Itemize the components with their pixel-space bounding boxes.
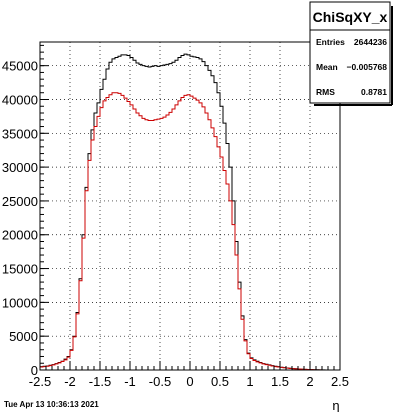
x-tick-label: 2.5	[331, 374, 349, 389]
y-tick-label: 15000	[2, 262, 38, 277]
x-tick-label: -2.5	[29, 374, 51, 389]
stats-mean-value: −0.005768	[347, 62, 388, 72]
series-group	[40, 53, 340, 371]
x-tick-label: -0.5	[149, 374, 171, 389]
stats-rms-label: RMS	[316, 87, 335, 97]
histogram-series-2	[40, 92, 340, 371]
footer-timestamp: Tue Apr 13 10:36:13 2021	[4, 400, 99, 409]
x-tick-label: 1.5	[271, 374, 289, 389]
y-tick-label: 25000	[2, 194, 38, 209]
y-tick-label: 30000	[2, 160, 38, 175]
x-tick-label: 0.5	[211, 374, 229, 389]
stats-box: ChiSqXY_x Entries 2644236 Mean −0.005768…	[309, 1, 393, 106]
x-axis-label: η	[332, 398, 339, 412]
stats-entries-value: 2644236	[354, 37, 387, 47]
axes: -2.5 -2 -1.5 -1 -0.5 0 0.5 1 1.5 2 2.5 0 5000 10000 15…	[2, 44, 349, 389]
x-tick-label: 0	[186, 374, 193, 389]
y-tick-label: 5000	[9, 329, 38, 344]
x-tick-label: -1	[124, 374, 136, 389]
y-tick-label: 35000	[2, 126, 38, 141]
x-tick-label: 2	[306, 374, 313, 389]
y-tick-label: 40000	[2, 92, 38, 107]
y-tick-label: 10000	[2, 295, 38, 310]
x-tick-label: -1.5	[89, 374, 111, 389]
stats-entries-label: Entries	[316, 37, 345, 47]
grid	[40, 42, 340, 370]
stats-rms-value: 0.8781	[361, 87, 387, 97]
stats-title: ChiSqXY_x	[313, 9, 388, 25]
x-tick-label: 1	[246, 374, 253, 389]
stats-mean-label: Mean	[316, 62, 338, 72]
y-tick-label: 0	[31, 363, 38, 378]
y-tick-label: 20000	[2, 228, 38, 243]
y-tick-label: 45000	[2, 59, 38, 74]
x-tick-label: -2	[64, 374, 76, 389]
